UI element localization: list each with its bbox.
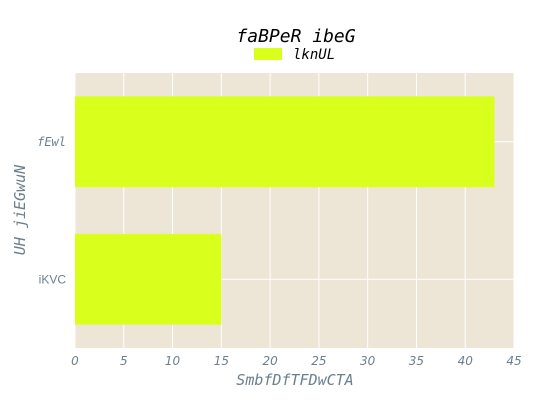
bar — [75, 96, 495, 188]
legend-swatch — [254, 48, 282, 60]
legend-label: lknUL — [293, 47, 335, 63]
x-tick-label: 15 — [214, 354, 229, 368]
x-tick-label: 25 — [311, 354, 326, 368]
y-tick-label: iKVC — [39, 272, 67, 286]
y-axis-title: UH jiEGwuN — [11, 164, 29, 255]
x-axis-title: SmbfDfTFDwCTA — [236, 371, 353, 389]
chart-title: faBPeR ibeG — [236, 26, 355, 47]
x-tick-label: 10 — [165, 354, 181, 368]
x-tick-label: 20 — [262, 354, 278, 368]
x-tick-label: 40 — [458, 354, 474, 368]
x-tick-label: 30 — [360, 354, 376, 368]
y-axis-ticks: fEwl iKVC — [37, 135, 66, 287]
x-axis-ticks: 0 5 10 15 20 25 30 35 40 45 — [71, 354, 521, 368]
bar — [75, 233, 222, 325]
x-tick-label: 45 — [506, 354, 521, 368]
bars — [75, 96, 495, 325]
y-tick-label: fEwl — [37, 135, 66, 149]
x-tick-label: 5 — [120, 354, 128, 368]
legend: lknUL — [254, 47, 335, 63]
x-tick-label: 35 — [409, 354, 424, 368]
x-tick-label: 0 — [71, 354, 79, 368]
